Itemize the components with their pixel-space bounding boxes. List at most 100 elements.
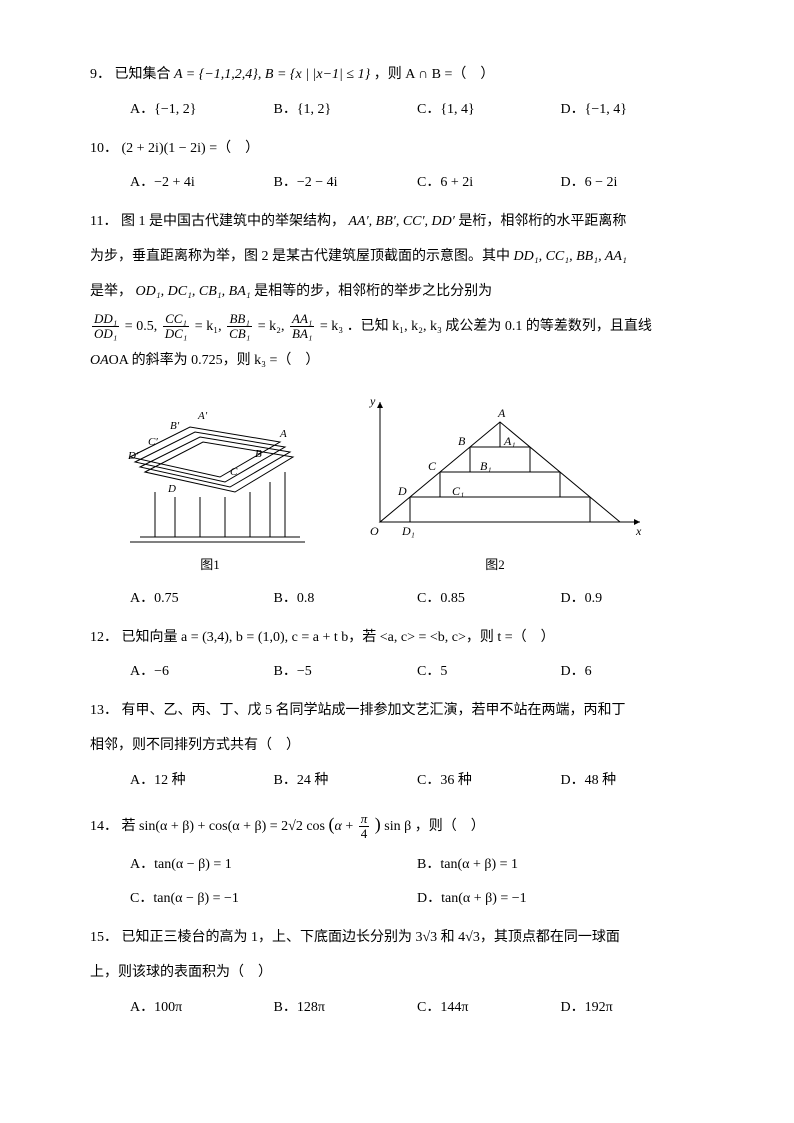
question-10: 10． (2 + 2i)(1 − 2i) =（ ） [90,134,704,165]
q15-l2: 上，则该球的表面积为（ ） [90,958,704,989]
q11-line3b: OD₁, DC₁, CB₁, BA₁ [136,284,251,299]
q12-number: 12． [90,630,118,645]
question-13: 13． 有甲、乙、丙、丁、戊 5 名同学站成一排参加文艺汇演，若甲不站在两端，丙… [90,696,704,727]
q13-option-b[interactable]: B．24 种 [274,766,418,797]
svg-text:B: B [255,448,262,460]
q11-option-c[interactable]: C．0.85 [417,584,561,615]
svg-text:B₁: B₁ [480,459,492,473]
q11-line2b: DD₁, CC₁, BB₁, AA₁ [514,249,627,264]
q11-line1b: AA′, BB′, CC′, DD′ [348,214,454,229]
svg-text:B′: B′ [170,420,180,432]
q13-option-a[interactable]: A．12 种 [130,766,274,797]
q14-mid: sin β ，则（ ） [384,819,484,834]
svg-text:A: A [497,406,506,420]
figure-2-caption: 图2 [340,551,650,580]
q11-number: 11． [90,214,117,229]
q11-eq-tail: ．已知 k₁, k₂, k₃ 成公差为 0.1 的等差数列，且直线 [347,319,652,334]
q15-line1: 已知正三棱台的高为 1，上、下底面边长分别为 3√3 和 4√3，其顶点都在同一… [122,930,620,945]
question-15: 15． 已知正三棱台的高为 1，上、下底面边长分别为 3√3 和 4√3，其顶点… [90,923,704,954]
q9-text-pre: 已知集合 [115,67,171,82]
q9-setA: A = {−1,1,2,4}, [174,67,261,82]
q11-eq: DD₁OD₁ = 0.5, CC₁DC₁ = k₁, BB₁CB₁ = k₂, … [90,312,704,343]
figure-2-svg: O x y A B A₁ C B₁ D C₁ D₁ [340,387,650,547]
q13-options: A．12 种 B．24 种 C．36 种 D．48 种 [90,766,704,797]
q14-options: A．tan(α − β) = 1 B．tan(α + β) = 1 C．tan(… [90,848,704,915]
q12-option-a[interactable]: A．−6 [130,657,274,688]
svg-text:B: B [458,434,466,448]
q15-option-b[interactable]: B．128π [274,993,418,1024]
q9-options: A．{−1, 2} B．{1, 2} C．{1, 4} D．{−1, 4} [90,95,704,126]
figure-1-caption: 图1 [110,551,310,580]
q12-option-d[interactable]: D．6 [561,657,705,688]
q10-option-d[interactable]: D．6 − 2i [561,168,705,199]
q11-eq1: = 0.5, [125,319,157,334]
q15-option-c[interactable]: C．144π [417,993,561,1024]
figure-2: O x y A B A₁ C B₁ D C₁ D₁ 图2 [340,387,650,580]
q15-option-d[interactable]: D．192π [561,993,705,1024]
q11-option-a[interactable]: A．0.75 [130,584,274,615]
svg-text:A: A [279,428,287,440]
q14-option-a[interactable]: A．tan(α − β) = 1 [130,848,417,882]
svg-text:D: D [397,484,407,498]
q11-eq4: = k₃ [320,319,343,334]
q12-text: 已知向量 a = (3,4), b = (1,0), c = a + t b，若… [122,630,555,645]
question-14: 14． 若 sin(α + β) + cos(α + β) = 2√2 cos … [90,805,704,845]
svg-text:D: D [167,483,176,495]
q13-number: 13． [90,703,118,718]
q14-number: 14． [90,819,118,834]
svg-text:A₁: A₁ [503,434,516,448]
q9-option-b[interactable]: B．{1, 2} [274,95,418,126]
q11-eq3: = k₂, [258,319,285,334]
q10-option-b[interactable]: B．−2 − 4i [274,168,418,199]
svg-text:C: C [428,459,437,473]
q10-option-a[interactable]: A．−2 + 4i [130,168,274,199]
q9-option-d[interactable]: D．{−1, 4} [561,95,705,126]
svg-text:C′: C′ [148,436,158,448]
q11-l2: 为步，垂直距离称为举，图 2 是某古代建筑屋顶截面的示意图。其中 DD₁, CC… [90,242,704,273]
q14-pre: 若 sin(α + β) + cos(α + β) = 2√2 cos [122,819,326,834]
q11-line3a: 是举， [90,284,132,299]
q11-l5: OAOA 的斜率为 0.725，则 k₃ =（ ） [90,346,704,377]
q14-option-d[interactable]: D．tan(α + β) = −1 [417,882,704,916]
q11-option-d[interactable]: D．0.9 [561,584,705,615]
q11-line1a: 图 1 是中国古代建筑中的举架结构， [121,214,345,229]
q15-option-a[interactable]: A．100π [130,993,274,1024]
q9-setB: B = {x | |x−1| ≤ 1} [265,67,370,82]
svg-text:A′: A′ [197,410,208,422]
q14-option-c[interactable]: C．tan(α − β) = −1 [130,882,417,916]
q11-line2a: 为步，垂直距离称为举，图 2 是某古代建筑屋顶截面的示意图。其中 [90,249,514,264]
svg-text:C: C [230,466,238,478]
svg-text:x: x [635,524,642,538]
svg-text:C₁: C₁ [452,484,464,498]
figure-1: A′ A B′ B C′ C D′ D 图1 [110,397,310,580]
q11-option-b[interactable]: B．0.8 [274,584,418,615]
q12-option-b[interactable]: B．−5 [274,657,418,688]
q11-line3c: 是相等的步，相邻桁的举步之比分别为 [254,284,492,299]
q10-number: 10． [90,141,118,156]
q13-l2: 相邻，则不同排列方式共有（ ） [90,731,704,762]
q11-line1c: 是桁，相邻桁的水平距离称 [458,214,626,229]
q10-option-c[interactable]: C．6 + 2i [417,168,561,199]
q13-option-d[interactable]: D．48 种 [561,766,705,797]
svg-text:y: y [369,394,376,408]
q9-number: 9． [90,67,111,82]
q13-line1: 有甲、乙、丙、丁、戊 5 名同学站成一排参加文艺汇演，若甲不站在两端，丙和丁 [122,703,626,718]
q15-number: 15． [90,930,118,945]
q11-figures: A′ A B′ B C′ C D′ D 图1 [110,387,704,580]
q9-option-c[interactable]: C．{1, 4} [417,95,561,126]
question-11: 11． 图 1 是中国古代建筑中的举架结构， AA′, BB′, CC′, DD… [90,207,704,238]
question-9: 9． 已知集合 A = {−1,1,2,4}, B = {x | |x−1| ≤… [90,60,704,91]
question-12: 12． 已知向量 a = (3,4), b = (1,0), c = a + t… [90,623,704,654]
q11-eq2: = k₁, [195,319,222,334]
q9-option-a[interactable]: A．{−1, 2} [130,95,274,126]
svg-text:O: O [370,524,379,538]
q11-line5: OA 的斜率为 0.725，则 k₃ =（ ） [109,353,320,368]
q12-options: A．−6 B．−5 C．5 D．6 [90,657,704,688]
q10-expr: (2 + 2i)(1 − 2i) =（ ） [122,141,260,156]
q12-option-c[interactable]: C．5 [417,657,561,688]
q14-option-b[interactable]: B．tan(α + β) = 1 [417,848,704,882]
q11-options: A．0.75 B．0.8 C．0.85 D．0.9 [90,584,704,615]
svg-text:D₁: D₁ [401,524,415,538]
q13-option-c[interactable]: C．36 种 [417,766,561,797]
figure-1-svg: A′ A B′ B C′ C D′ D [110,397,310,547]
